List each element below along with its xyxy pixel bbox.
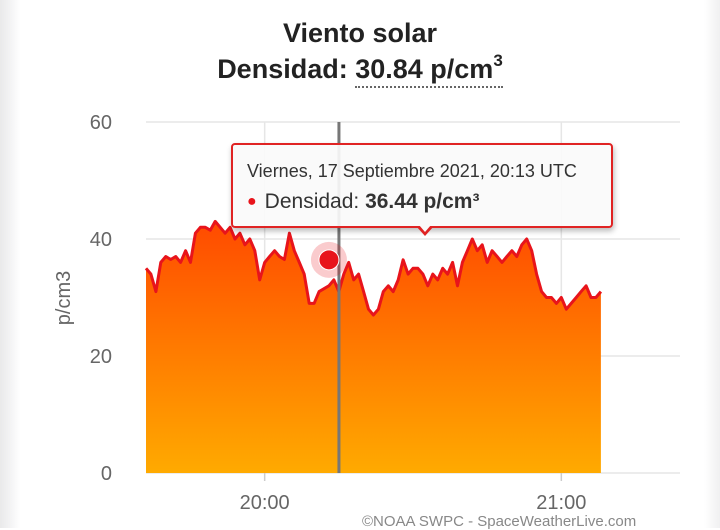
x-axis-ticks: 20:00 21:00 — [240, 473, 586, 514]
subtitle-label: Densidad: — [217, 54, 348, 84]
current-density-value[interactable]: 30.84 p/cm3 — [355, 51, 503, 88]
x-tick-label: 21:00 — [536, 492, 586, 514]
current-density-text: 30.84 p/cm — [355, 54, 494, 84]
density-area-fill — [146, 221, 601, 473]
y-tick-label: 20 — [90, 346, 112, 368]
y-tick-label: 0 — [101, 463, 112, 485]
credits-link[interactable]: ©NOAA SWPC - SpaceWeatherLive.com — [362, 513, 637, 530]
highlight-marker-group[interactable] — [310, 241, 347, 278]
tooltip-series-row: ● Densidad: 36.44 p/cm³ — [247, 190, 479, 214]
current-density-exponent: 3 — [493, 51, 503, 70]
tooltip-series-label: Densidad: — [264, 190, 360, 213]
tooltip-value: 36.44 p/cm³ — [365, 190, 480, 213]
series-color-dot-icon: ● — [247, 193, 257, 210]
y-axis-label: p/cm3 — [53, 271, 75, 325]
chart-subtitle: Densidad: 30.84 p/cm3 — [0, 51, 720, 88]
y-axis-ticks: 0 20 40 60 — [90, 112, 112, 485]
y-tick-label: 60 — [90, 112, 112, 134]
density-line — [144, 219, 603, 317]
chart-title: Viento solar — [282, 18, 438, 48]
y-tick-label: 40 — [90, 229, 112, 251]
data-tooltip: Viernes, 17 Septiembre 2021, 20:13 UTC ●… — [231, 143, 613, 228]
card-edge-shadow — [0, 0, 20, 528]
tooltip-pointer-inner — [419, 225, 431, 232]
density-series[interactable] — [144, 219, 603, 473]
tooltip-date: Viernes, 17 Septiembre 2021, 20:13 UTC — [247, 161, 577, 181]
card-edge-shadow-right — [704, 0, 720, 528]
x-tick-label: 20:00 — [240, 492, 290, 514]
highlight-marker[interactable] — [318, 249, 340, 271]
